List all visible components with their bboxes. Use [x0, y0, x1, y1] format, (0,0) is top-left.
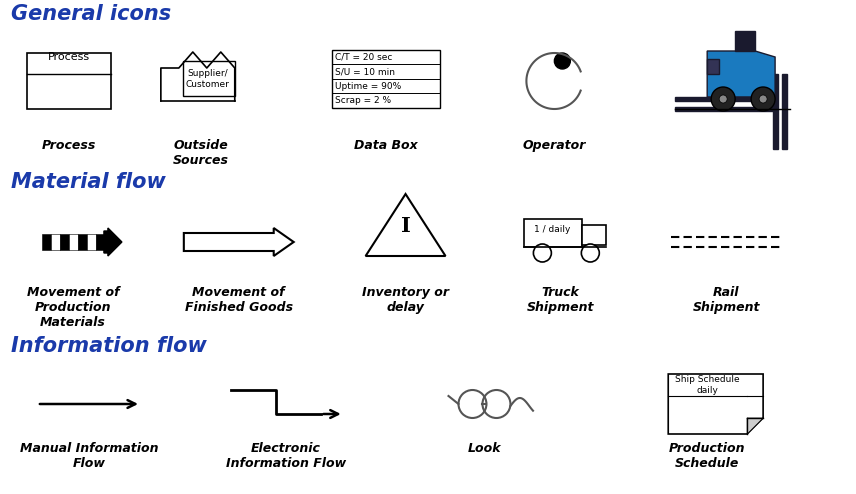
- Text: Rail
Shipment: Rail Shipment: [693, 286, 760, 314]
- Text: Electronic
Information Flow: Electronic Information Flow: [226, 442, 346, 470]
- Circle shape: [711, 87, 735, 111]
- Text: Data Box: Data Box: [354, 139, 418, 152]
- Text: Outside
Sources: Outside Sources: [173, 139, 229, 167]
- Text: Movement of
Production
Materials: Movement of Production Materials: [27, 286, 119, 329]
- Bar: [782, 74, 787, 149]
- Text: Supplier/
Customer: Supplier/ Customer: [186, 69, 229, 89]
- Text: Manual Information
Flow: Manual Information Flow: [20, 442, 158, 470]
- Text: S/U = 10 min: S/U = 10 min: [335, 67, 395, 76]
- Text: C/T = 20 sec: C/T = 20 sec: [335, 53, 392, 62]
- Polygon shape: [735, 31, 755, 51]
- Circle shape: [581, 244, 599, 262]
- Polygon shape: [747, 418, 763, 434]
- Text: I: I: [401, 216, 411, 236]
- Text: Operator: Operator: [523, 139, 586, 152]
- Bar: [707, 59, 719, 74]
- Bar: [183, 61, 235, 96]
- Text: Uptime = 90%: Uptime = 90%: [335, 82, 401, 91]
- Circle shape: [555, 53, 570, 69]
- Bar: [69, 234, 78, 250]
- Bar: [675, 107, 775, 111]
- Text: Ship Schedule
daily: Ship Schedule daily: [675, 375, 740, 395]
- Text: 1 / daily: 1 / daily: [534, 224, 571, 234]
- Text: Process: Process: [42, 139, 96, 152]
- Bar: [675, 97, 775, 101]
- Bar: [582, 225, 606, 245]
- Bar: [87, 234, 96, 250]
- Polygon shape: [707, 51, 775, 97]
- Bar: [78, 234, 87, 250]
- Text: Inventory or
delay: Inventory or delay: [362, 286, 449, 314]
- Bar: [96, 234, 105, 250]
- Circle shape: [533, 244, 551, 262]
- Bar: [331, 50, 439, 108]
- Text: Process: Process: [48, 52, 90, 62]
- Text: Look: Look: [467, 442, 502, 455]
- Bar: [60, 234, 69, 250]
- Circle shape: [751, 87, 775, 111]
- Text: Material flow: Material flow: [11, 172, 166, 192]
- Text: Information flow: Information flow: [11, 336, 207, 356]
- Text: General icons: General icons: [11, 4, 171, 24]
- Text: Scrap = 2 %: Scrap = 2 %: [335, 96, 391, 105]
- Bar: [42, 234, 51, 250]
- Text: Movement of
Finished Goods: Movement of Finished Goods: [185, 286, 293, 314]
- Bar: [27, 53, 111, 109]
- Circle shape: [759, 95, 767, 103]
- FancyArrow shape: [184, 228, 294, 256]
- Bar: [773, 74, 778, 149]
- Bar: [51, 234, 60, 250]
- Bar: [525, 219, 582, 247]
- Circle shape: [719, 95, 727, 103]
- Text: Truck
Shipment: Truck Shipment: [526, 286, 594, 314]
- Text: Production
Schedule: Production Schedule: [669, 442, 746, 470]
- FancyArrow shape: [104, 228, 122, 256]
- Polygon shape: [669, 374, 763, 434]
